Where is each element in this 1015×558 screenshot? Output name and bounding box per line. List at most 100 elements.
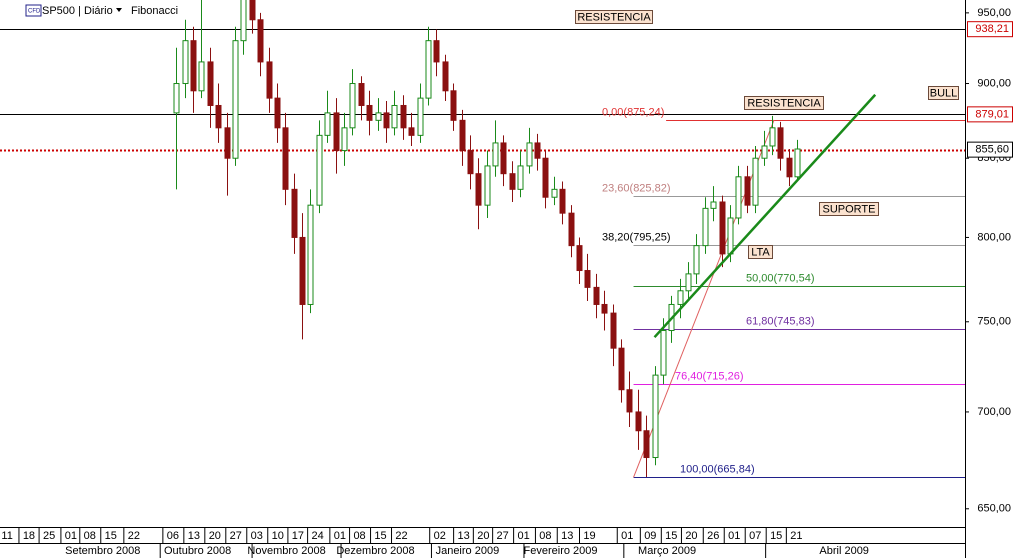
candle-body [207,61,214,106]
x-tick-label: 17 [292,530,304,542]
candle-body [610,312,617,349]
x-tick-label: 01 [728,530,740,542]
candle-body [324,112,331,136]
fibonacci-level-label: 61,80(745,83) [746,315,815,327]
candle-body [635,411,642,432]
candle-body [660,330,667,376]
plot-layer: 0,00(875,24) 23,60(825,82) 38,20(795,25) 50… [0,0,965,478]
dropdown-arrow[interactable] [116,8,122,12]
x-axis-strip [0,527,965,558]
candle-body [685,273,692,292]
fibonacci-level-label: 23,60(825,82) [602,182,671,194]
candle-body [459,119,466,152]
candle-body [542,157,549,198]
annotation-box [928,86,959,100]
candle-body [761,145,768,159]
x-tick-label: 03 [251,530,263,542]
candle-body [425,40,432,99]
candle-body [417,97,424,136]
annotation-box [819,202,879,216]
candle-body [568,212,575,247]
y-tick-label: 950,00 [977,7,1011,19]
candle-body [383,112,390,129]
x-tick-label: 15 [105,530,117,542]
annotation-box [575,10,653,24]
annotation-label: RESISTENCIA [577,11,651,23]
y-tick-label: 700,00 [977,406,1011,418]
candle-body [442,61,449,92]
candle-body [601,303,608,314]
x-tick-label: 15 [374,530,386,542]
candle-body [744,176,751,206]
x-tick-label: 15 [665,530,677,542]
candle-body [576,245,583,272]
y-axis-strip [965,0,1015,558]
candle-body [467,150,474,175]
x-tick-label: 07 [749,530,761,542]
candle-body [752,157,759,206]
x-tick-label: 20 [477,530,489,542]
candle-body [182,40,189,85]
candle-body [333,112,340,152]
candle-body [266,61,273,99]
candle-body [232,40,239,159]
candle-body [735,176,742,219]
x-tick-label: 08 [84,530,96,542]
x-tick-label: 25 [43,530,55,542]
candle-body [358,83,365,106]
candle-body [794,148,801,178]
candle-body [375,112,382,121]
price-label-box [967,106,1013,123]
candle-body [500,142,507,175]
candle-body [702,207,709,247]
x-tick-label: 18 [23,530,35,542]
annotation-box [744,96,824,110]
candle-body [484,165,491,206]
annotation-label: BULL [930,87,958,99]
x-tick-label: 24 [311,530,323,542]
candle-body [291,188,298,238]
x-tick-label: 01 [621,530,633,542]
candle-body [307,204,314,305]
symbol-icon [25,4,42,17]
candle-body [190,40,197,92]
price-label: 879,01 [975,108,1009,120]
candle-body [282,127,289,190]
fibonacci-level-label: 38,20(795,25) [602,231,671,243]
x-tick-label: 27 [230,530,242,542]
candle-body [433,40,440,63]
annotation-label: RESISTENCIA [747,97,821,109]
y-tick-label: 750,00 [977,316,1011,328]
candle-body [198,61,205,92]
x-tick-label: 13 [561,530,573,542]
month-label: Novembro 2008 [247,545,325,557]
candle-body [509,173,516,190]
study-label: Fibonacci [131,5,178,17]
y-tick-label: 900,00 [977,77,1011,89]
candle-body [786,157,793,178]
candle-body [349,83,356,129]
x-tick-label: 09 [644,530,656,542]
x-tick-label: 08 [539,530,551,542]
x-tick-label: 01 [334,530,346,542]
candle-body [517,165,524,190]
price-label-box [967,141,1013,158]
price-label: 938,21 [975,23,1009,35]
x-tick-label: 27 [497,530,509,542]
month-label: Abril 2009 [819,545,869,557]
candle-body [224,127,231,159]
candle-body [551,188,558,198]
candle-body [534,142,541,159]
fibonacci-level-label: 76,40(715,26) [675,370,744,382]
annotation-label: SUPORTE [823,203,876,215]
candle-body [727,217,734,255]
candle-body [584,270,591,288]
x-tick-label: 06 [167,530,179,542]
fibonacci-level-label: 50,00(770,54) [746,272,815,284]
x-tick-label: 08 [353,530,365,542]
symbol-label: SP500 | Diário [42,5,113,17]
annotation-box [748,245,773,259]
candle-body [643,430,650,459]
